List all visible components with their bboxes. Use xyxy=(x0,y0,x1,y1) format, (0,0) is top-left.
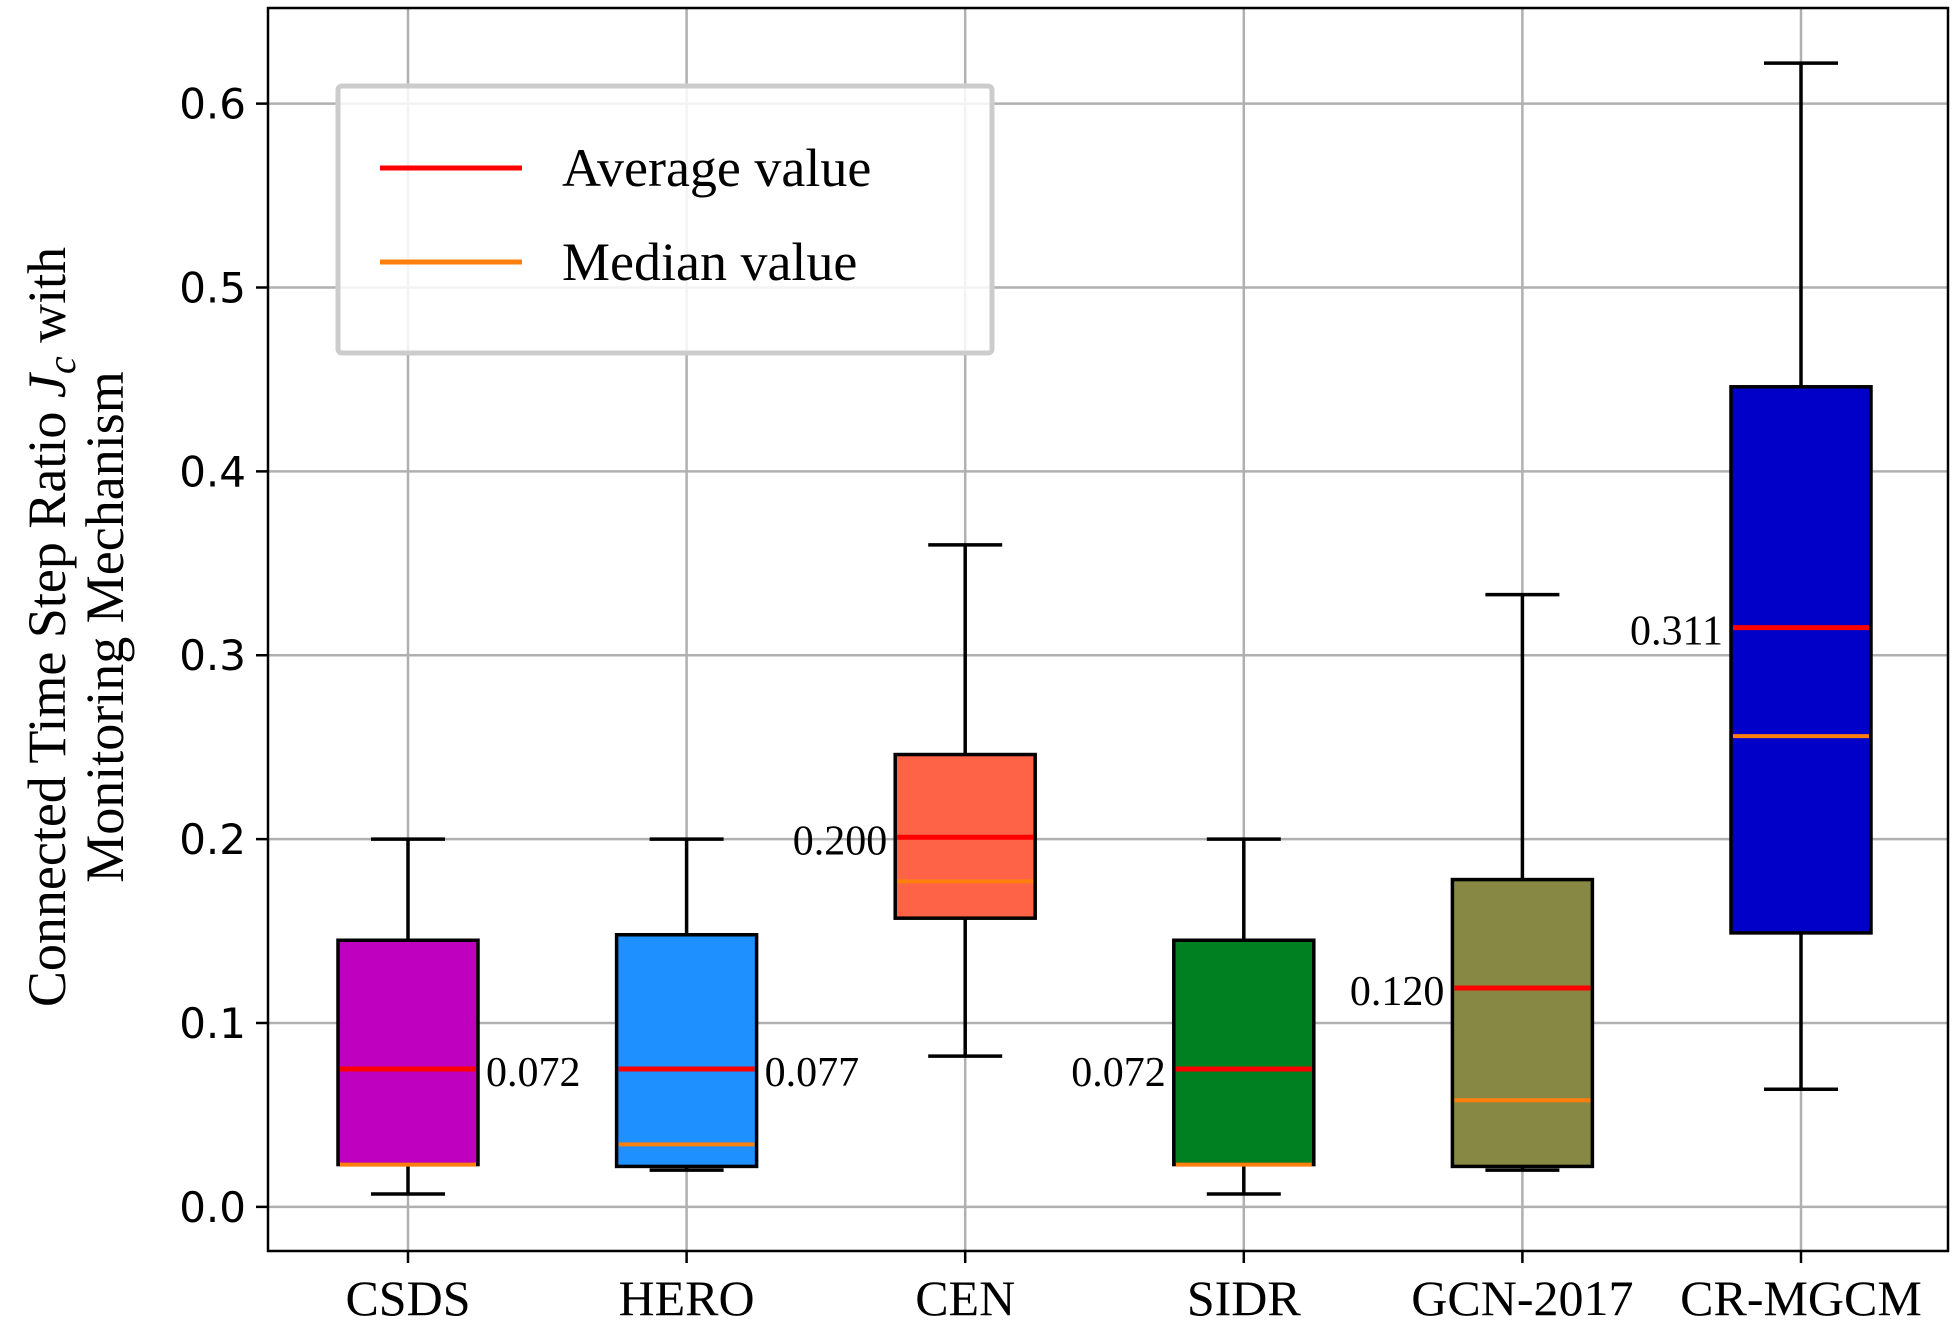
y-axis-label-symbol: J xyxy=(17,371,77,398)
x-axis-ticks: CSDS HERO CEN SIDR GCN-2017 CR-MGCM xyxy=(345,1251,1922,1326)
x-tick-label: GCN-2017 xyxy=(1411,1270,1633,1326)
box-body xyxy=(1172,938,1316,1167)
legend-frame xyxy=(335,83,995,356)
legend: Average value Median value xyxy=(335,83,995,356)
box-body xyxy=(336,938,480,1167)
box-cen xyxy=(893,543,1037,1058)
box-body xyxy=(614,932,759,1169)
mean-value-label: 0.120 xyxy=(1350,969,1445,1015)
x-tick-label: HERO xyxy=(619,1270,755,1326)
y-tick-label: 0.1 xyxy=(179,999,246,1048)
y-axis-label-text: Connected Time Step Ratio xyxy=(17,412,77,1008)
y-tick-label: 0.4 xyxy=(179,447,246,496)
box-cr-mgcm xyxy=(1729,61,1873,1091)
mean-annotations: 0.072 0.077 0.200 0.072 0.120 0.311 xyxy=(486,609,1723,1096)
y-axis-label-subscript: c xyxy=(39,356,84,374)
y-tick-label: 0.6 xyxy=(179,80,246,129)
boxes-group xyxy=(336,61,1873,1196)
plot-frame xyxy=(266,6,1950,1253)
box-sidr xyxy=(1172,837,1316,1196)
y-tick-label: 0.0 xyxy=(179,1183,246,1232)
y-axis-ticks: 0.0 0.1 0.2 0.3 0.4 0.5 0.6 xyxy=(179,80,268,1232)
y-axis-label-suffix: with xyxy=(17,247,77,357)
legend-median-label: Median value xyxy=(562,232,857,292)
box-gcn-2017 xyxy=(1450,592,1595,1172)
box-csds xyxy=(336,837,480,1196)
mean-value-label: 0.077 xyxy=(765,1050,860,1096)
x-tick-label: CEN xyxy=(915,1270,1015,1326)
x-tick-label: CR-MGCM xyxy=(1680,1270,1922,1326)
x-tick-label: SIDR xyxy=(1187,1270,1302,1326)
y-tick-label: 0.3 xyxy=(179,631,246,680)
x-tick-label: CSDS xyxy=(345,1270,470,1326)
mean-value-label: 0.072 xyxy=(486,1050,581,1096)
y-tick-label: 0.5 xyxy=(179,263,246,312)
box-body xyxy=(1729,385,1873,935)
legend-average-label: Average value xyxy=(562,138,871,198)
y-tick-label: 0.2 xyxy=(179,815,246,864)
mean-value-label: 0.072 xyxy=(1071,1050,1166,1096)
y-axis-label: Connected Time Step Ratio Jc with xyxy=(17,247,84,1007)
y-axis-label-line2: Monitoring Mechanism xyxy=(75,371,135,882)
box-body xyxy=(1450,877,1595,1169)
box-hero xyxy=(614,837,759,1172)
mean-value-label: 0.200 xyxy=(793,818,888,864)
mean-value-label: 0.311 xyxy=(1630,609,1723,655)
